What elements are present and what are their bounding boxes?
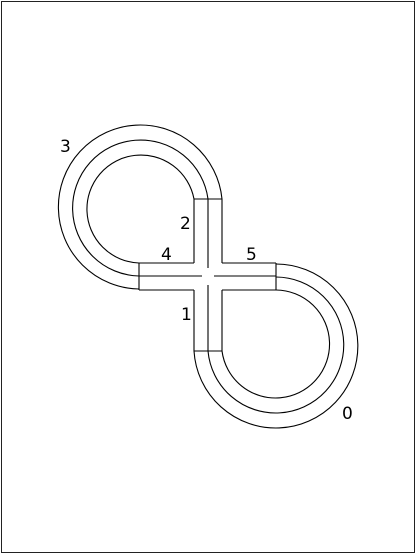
piece-label-1: 1 — [181, 305, 192, 325]
piece-label-5: 5 — [246, 245, 257, 265]
loop-lower-outer-edge — [193, 263, 359, 429]
piece-label-3: 3 — [60, 137, 71, 157]
piece-label-2: 2 — [180, 214, 191, 234]
loop-upper-center-line — [72, 139, 209, 277]
piece-label-0: 0 — [342, 404, 353, 424]
loop-upper-inner-edge — [86, 154, 195, 264]
piece-separators — [138, 198, 277, 352]
track-loop-lower — [193, 263, 359, 429]
track-straight-vertical — [193, 199, 223, 351]
loop-lower-center-line — [207, 276, 345, 414]
track-loop-upper — [57, 124, 223, 290]
piece-label-4: 4 — [161, 245, 172, 265]
track-straight-horizontal — [139, 262, 276, 291]
loop-lower-inner-edge — [221, 289, 331, 399]
loop-upper-outer-edge — [57, 124, 223, 290]
